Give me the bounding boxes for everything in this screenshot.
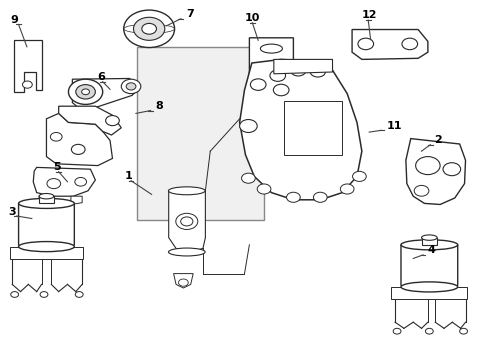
Circle shape	[459, 328, 467, 334]
Circle shape	[241, 173, 255, 183]
Ellipse shape	[260, 44, 282, 53]
Text: 11: 11	[386, 121, 401, 131]
Polygon shape	[46, 113, 112, 166]
Circle shape	[50, 132, 62, 141]
Circle shape	[269, 70, 285, 81]
Ellipse shape	[176, 213, 197, 230]
Text: 7: 7	[185, 9, 193, 19]
Polygon shape	[239, 59, 361, 200]
Polygon shape	[168, 191, 205, 252]
Circle shape	[68, 79, 102, 104]
Polygon shape	[39, 196, 54, 203]
Ellipse shape	[421, 235, 436, 240]
Text: 9: 9	[11, 15, 19, 25]
Ellipse shape	[180, 217, 192, 226]
Circle shape	[290, 64, 305, 76]
Polygon shape	[10, 247, 83, 259]
Text: 3: 3	[9, 207, 17, 217]
Ellipse shape	[400, 240, 457, 250]
Circle shape	[352, 171, 366, 181]
Polygon shape	[351, 30, 427, 59]
Polygon shape	[19, 203, 74, 247]
Ellipse shape	[19, 242, 74, 252]
Ellipse shape	[168, 248, 205, 256]
Polygon shape	[390, 287, 466, 299]
Circle shape	[273, 84, 288, 96]
Polygon shape	[249, 38, 293, 108]
Text: 10: 10	[244, 13, 259, 23]
Circle shape	[415, 157, 439, 175]
Polygon shape	[33, 167, 95, 196]
Circle shape	[257, 184, 270, 194]
Circle shape	[76, 85, 95, 99]
Circle shape	[47, 179, 61, 189]
Ellipse shape	[168, 187, 205, 195]
Circle shape	[40, 292, 48, 297]
Text: 8: 8	[155, 101, 163, 111]
Circle shape	[340, 184, 353, 194]
Bar	[137, 47, 264, 220]
Circle shape	[75, 177, 86, 186]
Text: 5: 5	[53, 162, 61, 172]
Circle shape	[142, 23, 156, 34]
Polygon shape	[71, 196, 82, 204]
Polygon shape	[400, 245, 457, 287]
Circle shape	[250, 79, 265, 90]
Circle shape	[133, 17, 164, 40]
Polygon shape	[14, 40, 41, 92]
Circle shape	[126, 83, 136, 90]
Polygon shape	[421, 238, 436, 245]
Polygon shape	[273, 59, 332, 74]
Ellipse shape	[400, 282, 457, 292]
Circle shape	[425, 328, 432, 334]
Circle shape	[286, 192, 300, 202]
Polygon shape	[39, 196, 51, 207]
Polygon shape	[59, 106, 121, 135]
Text: 2: 2	[433, 135, 441, 145]
Circle shape	[357, 38, 373, 50]
Text: 6: 6	[97, 72, 104, 82]
Text: 4: 4	[427, 245, 434, 255]
Circle shape	[22, 81, 32, 88]
Text: 12: 12	[361, 10, 377, 20]
Circle shape	[309, 66, 325, 77]
Circle shape	[239, 120, 257, 132]
Circle shape	[392, 328, 400, 334]
Circle shape	[401, 38, 417, 50]
Circle shape	[105, 116, 119, 126]
Text: 1: 1	[125, 171, 133, 181]
Polygon shape	[173, 274, 193, 288]
Circle shape	[75, 292, 83, 297]
Circle shape	[11, 292, 19, 297]
Circle shape	[121, 79, 141, 94]
Circle shape	[413, 185, 428, 196]
Circle shape	[81, 89, 89, 95]
Circle shape	[178, 279, 188, 286]
Ellipse shape	[19, 198, 74, 208]
Circle shape	[313, 192, 326, 202]
Ellipse shape	[39, 194, 54, 199]
Polygon shape	[72, 78, 139, 112]
Polygon shape	[405, 139, 465, 204]
Circle shape	[71, 144, 85, 154]
Circle shape	[442, 163, 460, 176]
Polygon shape	[283, 101, 342, 155]
Circle shape	[123, 10, 174, 48]
